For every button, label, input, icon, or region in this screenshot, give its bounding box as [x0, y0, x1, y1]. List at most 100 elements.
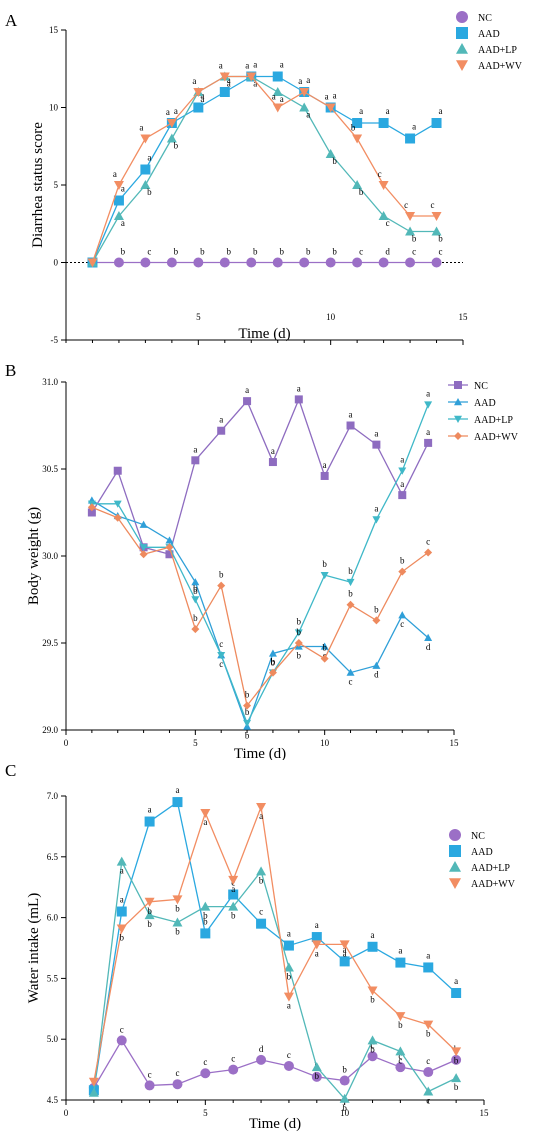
y-tick-label: 4.5	[47, 1095, 59, 1105]
data-point	[113, 500, 122, 508]
data-label: b	[332, 247, 337, 257]
data-label: b	[297, 650, 302, 660]
data-point	[431, 257, 442, 268]
data-point	[144, 816, 155, 827]
panel-label: B	[5, 361, 16, 380]
data-label: b	[351, 123, 356, 133]
data-point	[116, 906, 127, 917]
data-point	[144, 1080, 155, 1091]
data-label: a	[315, 920, 319, 930]
data-point	[431, 212, 442, 221]
data-label: b	[271, 657, 276, 667]
data-label: b	[412, 234, 417, 244]
data-label: a	[174, 106, 178, 116]
data-label: b	[175, 903, 180, 913]
data-point	[256, 802, 267, 812]
series-line	[93, 804, 457, 1082]
data-label: a	[120, 866, 124, 876]
data-label: a	[121, 218, 125, 228]
x-tick-label: 15	[459, 312, 469, 322]
data-point	[424, 548, 433, 557]
data-label: b	[322, 559, 327, 569]
data-point	[423, 1086, 434, 1096]
data-label: b	[147, 919, 152, 929]
data-label: a	[315, 948, 319, 958]
data-label: a	[231, 884, 235, 894]
data-label: b	[438, 234, 443, 244]
data-label: b	[259, 875, 264, 885]
data-point	[200, 1068, 211, 1079]
data-point	[320, 571, 329, 580]
data-point	[339, 956, 350, 967]
data-label: b	[271, 657, 276, 667]
x-tick-label: 5	[196, 312, 201, 322]
data-label: c	[371, 1040, 375, 1050]
data-label: b	[348, 566, 353, 576]
data-label: a	[306, 75, 310, 85]
data-label: a	[280, 60, 284, 70]
data-label: b	[227, 247, 232, 257]
data-label: a	[113, 169, 117, 179]
data-label: a	[426, 427, 430, 437]
data-point	[398, 491, 407, 500]
data-point	[140, 257, 151, 268]
data-label: a	[200, 94, 204, 104]
panel-label: A	[5, 11, 18, 30]
data-label: b	[332, 156, 337, 166]
data-label: a	[298, 76, 302, 86]
data-label: b	[374, 604, 379, 614]
data-point	[172, 917, 183, 927]
data-point	[200, 901, 211, 911]
data-point	[113, 211, 124, 220]
data-label: a	[203, 817, 207, 827]
data-point	[172, 797, 183, 808]
series-line	[91, 506, 429, 708]
data-point	[246, 257, 257, 268]
data-point	[272, 103, 283, 113]
x-axis-label: Time (d)	[234, 746, 286, 760]
data-point	[352, 180, 363, 189]
data-label: a	[120, 895, 124, 905]
data-label: b	[203, 916, 208, 926]
panel-b: B 29.0 29.5 30.0 30.5 31.0 0 5 10 15 Time (d) Body …	[0, 360, 550, 762]
data-label: c	[439, 247, 443, 257]
legend-label: AAD+LP	[471, 863, 510, 874]
legend-marker	[456, 60, 468, 71]
legend-entry: AAD+WV	[456, 60, 523, 72]
data-point	[395, 1062, 406, 1073]
data-label: b	[193, 586, 198, 596]
data-label: a	[323, 460, 327, 470]
data-label: a	[148, 805, 152, 815]
data-label: a	[400, 455, 404, 465]
data-label: d	[374, 670, 379, 680]
x-tick-label: 10	[320, 738, 330, 748]
series-aad: aaabccaaaaaaa	[88, 785, 462, 1096]
legend-marker	[449, 878, 461, 889]
data-point	[193, 102, 204, 113]
data-point	[325, 257, 336, 268]
data-point	[116, 1035, 127, 1046]
data-point	[311, 940, 322, 950]
series-line	[91, 75, 437, 263]
data-label: a	[359, 106, 363, 116]
data-point	[243, 397, 252, 406]
data-label: a	[306, 110, 310, 120]
data-label: b	[271, 657, 276, 667]
data-label: c	[398, 1055, 402, 1065]
legend-entry: AAD+WV	[449, 878, 516, 890]
data-label: c	[359, 247, 363, 257]
data-point	[228, 1064, 239, 1075]
data-point	[113, 513, 122, 522]
data-point	[339, 940, 350, 950]
data-point	[88, 1077, 99, 1087]
data-label: a	[193, 444, 197, 454]
data-label: b	[454, 1055, 459, 1065]
series-line	[91, 397, 429, 556]
data-label: b	[203, 911, 208, 921]
data-point	[398, 567, 407, 576]
data-point	[219, 257, 230, 268]
y-tick-label: 5	[54, 180, 59, 190]
data-point	[311, 932, 322, 943]
